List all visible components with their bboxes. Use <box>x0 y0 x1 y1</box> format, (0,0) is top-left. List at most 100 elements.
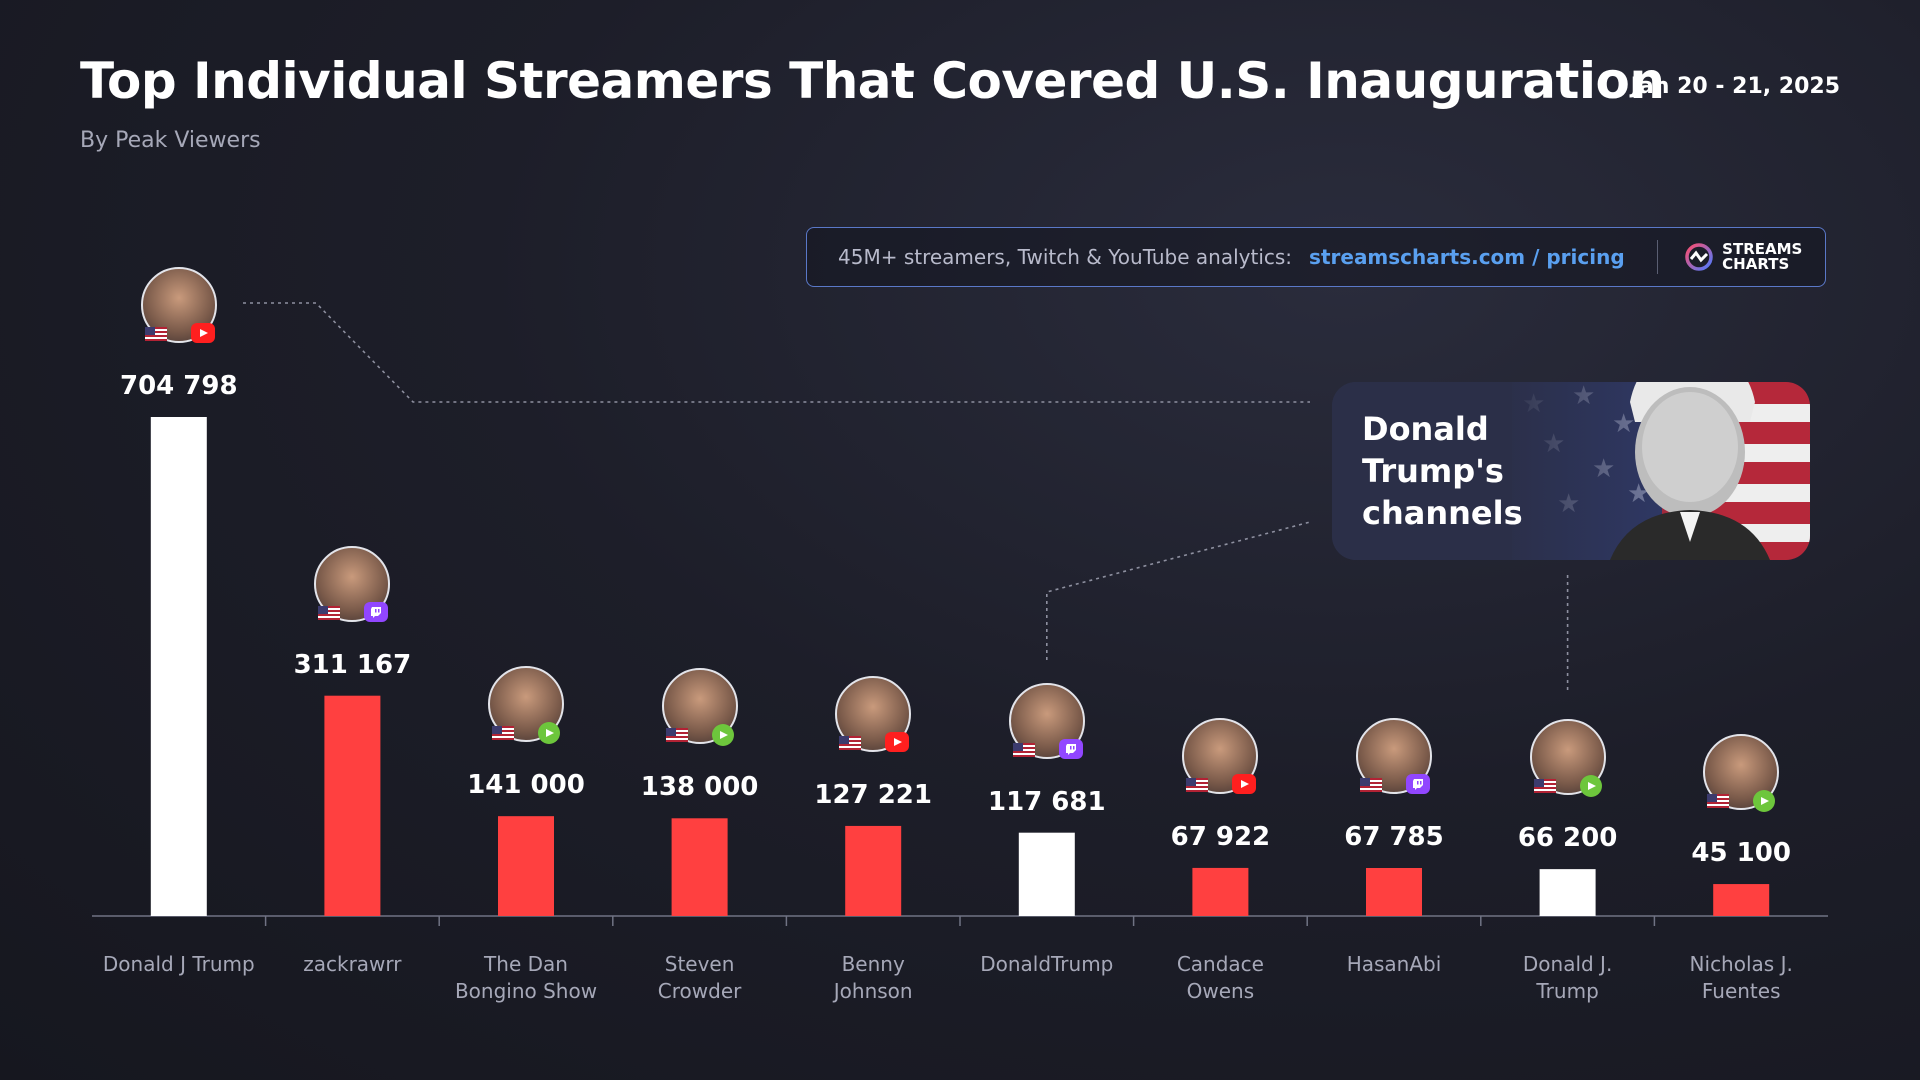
chart-title: Top Individual Streamers That Covered U.… <box>80 52 1665 110</box>
streams-charts-logo[interactable]: STREAMS CHARTS <box>1684 242 1802 272</box>
category-label-line: HasanAbi <box>1346 952 1442 976</box>
rumble-icon <box>538 722 560 745</box>
category-label-line: Johnson <box>833 979 913 1003</box>
promo-link[interactable]: streamscharts.com / pricing <box>1309 245 1625 269</box>
us-flag-icon <box>1707 794 1730 809</box>
bar <box>1366 868 1422 916</box>
streams-charts-logo-icon <box>1685 243 1713 271</box>
category-label-line: Candace <box>1176 952 1264 976</box>
value-label: 67 785 <box>1344 822 1444 852</box>
bar <box>1713 884 1770 916</box>
category-label-line: DonaldTrump <box>980 952 1114 976</box>
value-label: 67 922 <box>1170 821 1271 852</box>
category-label-line: zackrawrr <box>303 952 402 976</box>
category-label-line: Crowder <box>657 979 742 1003</box>
bar <box>671 818 728 916</box>
us-flag-icon <box>144 327 167 341</box>
category-label-line: The Dan <box>484 952 568 976</box>
rumble-icon <box>711 724 734 747</box>
streamer-avatar[interactable] <box>1703 734 1780 813</box>
category-label: The Dan Bongino Show <box>441 951 611 1005</box>
bar <box>1539 869 1596 916</box>
streamer-avatar[interactable] <box>1356 718 1432 794</box>
twitch-icon <box>364 601 389 622</box>
us-flag-icon <box>839 735 862 750</box>
logo-line-1: STREAMS <box>1722 240 1803 258</box>
rumble-icon <box>1753 790 1776 813</box>
value-label: 141 000 <box>467 770 585 801</box>
streamer-avatar[interactable] <box>1529 719 1606 798</box>
us-flag-icon <box>665 728 688 743</box>
streamer-avatar[interactable] <box>835 675 912 752</box>
category-label: Donald J. Trump <box>1483 951 1653 1005</box>
callout-label: Donald Trump's channels <box>1362 410 1523 532</box>
bar <box>324 695 381 916</box>
promo-banner[interactable]: 45M+ streamers, Twitch & YouTube analyti… <box>806 227 1826 287</box>
category-label: Nicholas J. Fuentes <box>1656 951 1826 1005</box>
youtube-glyph <box>894 737 903 746</box>
value-label: 117 681 <box>987 786 1106 817</box>
category-label-line: Trump <box>1536 979 1599 1003</box>
us-flag-icon <box>318 605 341 620</box>
value-label: 704 798 <box>119 371 238 401</box>
callout-connector-line <box>243 302 1310 403</box>
category-label-line: Bongino Show <box>454 979 598 1003</box>
value-label: 138 000 <box>640 772 759 803</box>
donald-trump-portrait <box>1610 382 1770 560</box>
value-label: 66 200 <box>1517 823 1618 854</box>
youtube-glyph <box>199 329 208 337</box>
promo-text: 45M+ streamers, Twitch & YouTube analyti… <box>838 245 1293 269</box>
value-label: 127 221 <box>814 779 932 810</box>
us-flag-icon <box>1360 778 1382 792</box>
streamer-avatar[interactable] <box>140 267 217 343</box>
category-label-line: Owens <box>1186 979 1255 1003</box>
bar <box>1192 867 1249 916</box>
category-label-line: Steven <box>664 952 735 976</box>
bar <box>845 825 902 916</box>
chart-subtitle: By Peak Viewers <box>80 128 261 153</box>
rumble-glyph <box>1761 797 1770 806</box>
streamer-avatar[interactable] <box>314 545 391 622</box>
streamer-avatar[interactable] <box>488 666 564 745</box>
us-flag-icon <box>492 726 514 741</box>
twitch-glyph <box>1065 743 1076 755</box>
youtube-icon <box>1232 773 1257 794</box>
rumble-glyph <box>546 729 554 738</box>
rumble-glyph <box>719 731 728 740</box>
bar <box>498 816 554 916</box>
category-label: zackrawrr <box>267 951 437 978</box>
streamer-avatar[interactable] <box>1182 717 1259 794</box>
youtube-icon <box>885 731 910 752</box>
twitch-icon <box>1406 774 1430 794</box>
rumble-icon <box>1579 775 1602 798</box>
twitch-glyph <box>1413 779 1423 790</box>
category-label: HasanAbi <box>1309 951 1479 978</box>
category-label-line: Nicholas J. <box>1689 952 1793 976</box>
bar <box>1018 832 1075 916</box>
bar <box>150 417 207 916</box>
us-flag-icon <box>1012 742 1035 757</box>
callout-connector-line <box>1046 521 1311 660</box>
rumble-glyph <box>1587 782 1596 791</box>
category-label: DonaldTrump <box>962 951 1132 978</box>
value-label: 311 167 <box>293 649 412 680</box>
us-flag-icon <box>1186 777 1209 792</box>
category-label-line: Fuentes <box>1701 979 1781 1003</box>
streamer-avatar[interactable] <box>1008 682 1085 759</box>
category-label: Steven Crowder <box>615 951 785 1005</box>
logo-line-2: CHARTS <box>1722 255 1790 273</box>
twitch-glyph <box>371 606 382 618</box>
category-label: Benny Johnson <box>788 951 958 1005</box>
category-label-line: Donald J Trump <box>102 952 255 976</box>
youtube-glyph <box>1241 779 1250 788</box>
callout-card: ★★★ ★★★ ★ Donald Trump's channels <box>1332 382 1810 560</box>
streamer-avatar[interactable] <box>661 668 738 747</box>
date-range: Jan 20 - 21, 2025 <box>1630 74 1840 99</box>
us-flag-icon <box>1533 779 1556 794</box>
twitch-icon <box>1058 738 1083 759</box>
category-label: Donald J Trump <box>94 951 264 978</box>
youtube-icon <box>190 323 215 343</box>
category-label-line: Benny <box>841 952 905 976</box>
category-label-line: Donald J. <box>1522 952 1613 976</box>
